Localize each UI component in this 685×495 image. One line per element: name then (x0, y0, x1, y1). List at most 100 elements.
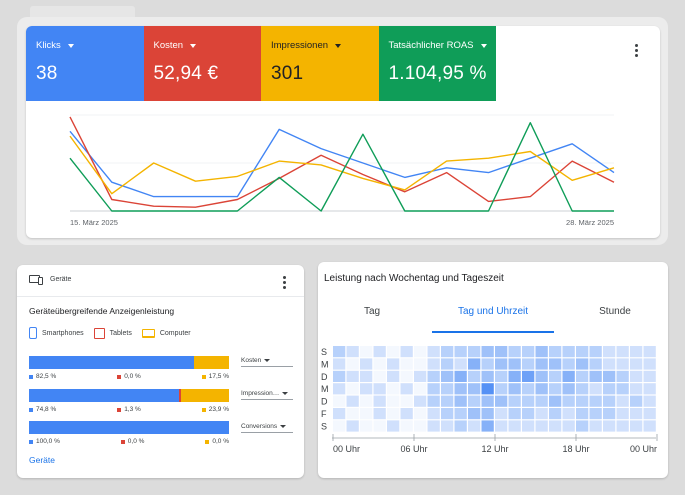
heatmap-cell[interactable] (454, 370, 467, 382)
heatmap-cell[interactable] (535, 383, 548, 395)
heatmap-cell[interactable] (346, 395, 359, 407)
heatmap-cell[interactable] (468, 420, 481, 432)
heatmap-cell[interactable] (549, 420, 562, 432)
heatmap-cell[interactable] (373, 370, 386, 382)
more-options-icon[interactable] (630, 44, 642, 58)
heatmap-cell[interactable] (549, 358, 562, 370)
heatmap-cell[interactable] (481, 383, 494, 395)
heatmap-cell[interactable] (454, 395, 467, 407)
heatmap-cell[interactable] (603, 408, 616, 420)
heatmap-cell[interactable] (468, 358, 481, 370)
heatmap-cell[interactable] (603, 395, 616, 407)
heatmap-cell[interactable] (576, 358, 589, 370)
heatmap-cell[interactable] (522, 370, 535, 382)
heatmap-cell[interactable] (346, 370, 359, 382)
heatmap-cell[interactable] (414, 383, 427, 395)
heatmap-cell[interactable] (495, 358, 508, 370)
heatmap-cell[interactable] (630, 346, 643, 358)
heatmap-cell[interactable] (468, 346, 481, 358)
heatmap-cell[interactable] (603, 346, 616, 358)
heatmap-cell[interactable] (535, 346, 548, 358)
heatmap-cell[interactable] (508, 383, 521, 395)
heatmap-cell[interactable] (643, 383, 656, 395)
heatmap-cell[interactable] (616, 370, 629, 382)
heatmap-cell[interactable] (360, 395, 373, 407)
heatmap-cell[interactable] (387, 370, 400, 382)
heatmap-cell[interactable] (360, 408, 373, 420)
heatmap-cell[interactable] (616, 346, 629, 358)
heatmap-cell[interactable] (400, 395, 413, 407)
heatmap-cell[interactable] (495, 383, 508, 395)
heatmap-cell[interactable] (616, 383, 629, 395)
heatmap-cell[interactable] (508, 346, 521, 358)
heatmap-cell[interactable] (333, 395, 346, 407)
heatmap-cell[interactable] (468, 370, 481, 382)
heatmap-cell[interactable] (562, 395, 575, 407)
heatmap-cell[interactable] (616, 358, 629, 370)
metric-select-cost[interactable]: Kosten (241, 357, 293, 367)
heatmap-cell[interactable] (333, 383, 346, 395)
heatmap-cell[interactable] (630, 358, 643, 370)
heatmap-cell[interactable] (630, 383, 643, 395)
heatmap-cell[interactable] (562, 358, 575, 370)
heatmap-cell[interactable] (360, 420, 373, 432)
heatmap-cell[interactable] (589, 370, 602, 382)
heatmap-cell[interactable] (522, 395, 535, 407)
heatmap-cell[interactable] (441, 383, 454, 395)
heatmap-cell[interactable] (508, 395, 521, 407)
heatmap-cell[interactable] (508, 408, 521, 420)
heatmap-cell[interactable] (441, 395, 454, 407)
heatmap-cell[interactable] (333, 420, 346, 432)
heatmap-cell[interactable] (427, 383, 440, 395)
heatmap-cell[interactable] (643, 346, 656, 358)
heatmap-cell[interactable] (441, 370, 454, 382)
metric-select-impressions[interactable]: Impression… (241, 390, 293, 400)
metric-select-conversions[interactable]: Conversions (241, 423, 293, 433)
heatmap-cell[interactable] (468, 383, 481, 395)
heatmap-cell[interactable] (508, 420, 521, 432)
metric-tab-impressions[interactable]: Impressionen 301 (261, 26, 379, 101)
heatmap-cell[interactable] (481, 346, 494, 358)
heatmap-cell[interactable] (589, 395, 602, 407)
heatmap-cell[interactable] (387, 346, 400, 358)
heatmap-cell[interactable] (414, 420, 427, 432)
heatmap-cell[interactable] (468, 395, 481, 407)
heatmap-cell[interactable] (603, 383, 616, 395)
heatmap-cell[interactable] (387, 408, 400, 420)
heatmap-cell[interactable] (522, 358, 535, 370)
heatmap-cell[interactable] (562, 370, 575, 382)
heatmap-cell[interactable] (576, 383, 589, 395)
heatmap-cell[interactable] (360, 383, 373, 395)
heatmap-cell[interactable] (535, 408, 548, 420)
metric-tab-cost[interactable]: Kosten 52,94 € (143, 26, 261, 101)
heatmap-cell[interactable] (400, 346, 413, 358)
heatmap-cell[interactable] (414, 358, 427, 370)
heatmap-cell[interactable] (643, 408, 656, 420)
heatmap-cell[interactable] (481, 358, 494, 370)
heatmap-cell[interactable] (427, 420, 440, 432)
heatmap-cell[interactable] (549, 346, 562, 358)
metric-tab-roas[interactable]: Tatsächlicher ROAS 1.104,95 % (378, 26, 496, 101)
heatmap-cell[interactable] (333, 408, 346, 420)
tab-hour[interactable]: Stunde (599, 306, 631, 317)
heatmap-cell[interactable] (643, 358, 656, 370)
heatmap-cell[interactable] (360, 370, 373, 382)
tab-day-and-time[interactable]: Tag und Uhrzeit (457, 306, 529, 317)
heatmap-cell[interactable] (441, 358, 454, 370)
heatmap-cell[interactable] (630, 420, 643, 432)
heatmap-cell[interactable] (549, 395, 562, 407)
heatmap-cell[interactable] (603, 370, 616, 382)
heatmap-cell[interactable] (400, 420, 413, 432)
heatmap-cell[interactable] (373, 408, 386, 420)
heatmap-cell[interactable] (495, 420, 508, 432)
heatmap-cell[interactable] (630, 370, 643, 382)
heatmap-cell[interactable] (549, 383, 562, 395)
heatmap-cell[interactable] (346, 420, 359, 432)
devices-link[interactable]: Geräte (29, 455, 55, 465)
heatmap-cell[interactable] (589, 383, 602, 395)
heatmap-cell[interactable] (454, 346, 467, 358)
heatmap-cell[interactable] (522, 420, 535, 432)
heatmap-cell[interactable] (454, 383, 467, 395)
heatmap-cell[interactable] (481, 395, 494, 407)
heatmap-cell[interactable] (522, 383, 535, 395)
